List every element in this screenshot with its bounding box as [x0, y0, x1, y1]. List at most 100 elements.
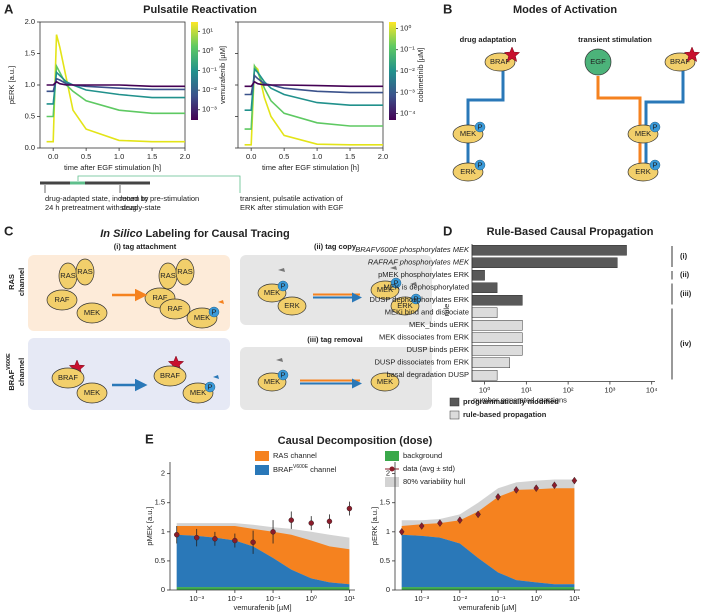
data-point: [495, 493, 501, 501]
data-point: [533, 484, 539, 493]
tag: [390, 266, 397, 270]
rule-label: MEKi bind and dissociate: [385, 308, 469, 317]
x-tick-label: 10⁻²: [452, 594, 467, 603]
legend-label: 80% variability hull: [403, 477, 465, 486]
protein-label: RAF: [168, 304, 183, 313]
legend-sup: V600E: [293, 464, 309, 470]
title-italic: In Silico: [100, 228, 142, 240]
rule-label: DUSP dephosphorylates ERK: [370, 295, 470, 304]
x-tick-label: 10³: [604, 385, 615, 394]
x-tick-label: 10⁻¹: [266, 594, 281, 603]
x-tick-label: 1.5: [345, 152, 355, 161]
legend-label: RAS channel: [273, 451, 317, 460]
x-tick-label: 10⁴: [646, 385, 658, 394]
protein-node: [484, 52, 516, 72]
step-title: (i) tag attachment: [114, 242, 177, 251]
phospho-badge: [410, 293, 422, 305]
group-label: (iii): [680, 289, 692, 298]
x-tick-label: 0.5: [81, 152, 91, 161]
colorbar-tick-label: 10⁻¹: [202, 66, 217, 75]
x-tick-label: 10⁻³: [414, 594, 429, 603]
legend-swatch: [385, 451, 399, 461]
braf-star: [503, 46, 521, 63]
protein-label: BRAF: [160, 371, 180, 380]
x-tick-label: 10⁰: [306, 594, 317, 603]
protein-label: MEK: [377, 285, 393, 294]
x-axis-label: vemurafenib [µM]: [458, 603, 516, 612]
y-tick-label: 2: [386, 469, 390, 478]
axis: [471, 244, 655, 382]
x-tick-label: 2.0: [180, 152, 190, 161]
legend-label: rule-based propagation: [463, 410, 547, 419]
colorbar-tick-label: 10⁻¹: [400, 45, 415, 54]
bar: [471, 307, 498, 318]
protein-node: [277, 296, 307, 316]
y-tick-label: 1: [161, 527, 165, 536]
phospho-badge: [474, 121, 486, 133]
phospho-label: P: [477, 122, 482, 131]
step-title: (ii) tag copy: [314, 242, 357, 251]
phospho-label: P: [280, 370, 285, 379]
x-axis-label: time after EGF stimulation [h]: [262, 163, 359, 172]
protein-label: MEK: [194, 313, 210, 322]
protein-label: MEK: [190, 388, 206, 397]
panel-label: B: [443, 1, 452, 16]
protein-node: [75, 258, 95, 286]
legend-label: programmatically modified: [463, 397, 559, 406]
legend-name: background: [403, 451, 442, 460]
data-point: [212, 536, 218, 542]
phospho-badge: [277, 369, 289, 381]
x-tick-label: 10¹: [344, 594, 355, 603]
braf-star: [683, 46, 701, 63]
protein-label: ERK: [284, 301, 299, 310]
data-point: [418, 522, 425, 530]
timeline-connector: [77, 175, 241, 193]
colorbar-tick-label: 10⁻³: [202, 105, 217, 114]
y-tick-label: 0: [386, 585, 390, 594]
phospho-badge: [204, 381, 216, 393]
data-point: [193, 534, 200, 541]
phospho-badge: [649, 121, 661, 133]
protein-node: [159, 298, 191, 320]
channel-label: channel: [17, 358, 26, 386]
panel-label: D: [443, 223, 452, 238]
response-line: [46, 80, 185, 88]
signal-path: [596, 76, 642, 168]
colorbar-tick-label: 10⁻⁴: [400, 109, 416, 118]
data-point: [457, 516, 463, 525]
protein-label: BRAF: [58, 373, 78, 382]
signal-path: [644, 66, 685, 168]
removal-box: [240, 347, 432, 410]
y-axis-label: pMEK [a.u.]: [145, 506, 154, 545]
colorbar-tick-label: 10¹: [202, 26, 213, 35]
colorbar-label: vemurafenib [µM]: [218, 46, 227, 104]
panel-title: Rule-Based Causal Propagation: [487, 226, 654, 238]
colorbar-label: cobimetinib [µM]: [416, 48, 425, 103]
y-tick-label: 0.5: [25, 111, 35, 120]
protein-node: [76, 302, 108, 324]
y-tick-label: 2: [161, 469, 165, 478]
x-tick-label: 10⁻³: [189, 594, 204, 603]
protein-node: [664, 52, 696, 72]
legend-swatch: [255, 465, 269, 475]
bar: [471, 332, 523, 343]
rule-label: MEK is dephosphorylated: [384, 283, 469, 292]
timeline-connector: [44, 185, 121, 193]
x-tick-label: 1.0: [312, 152, 322, 161]
protein-label: MEK: [377, 377, 393, 386]
legend-label: data (avg ± std): [403, 464, 456, 473]
group-label: (iv): [680, 339, 692, 348]
legend-swatch: [385, 477, 399, 487]
channel-label: BRAFV600E: [6, 353, 16, 391]
title-text: Labeling for Causal Tracing: [142, 228, 289, 240]
x-tick-label: 0.0: [48, 152, 58, 161]
protein-label: RAS: [177, 267, 192, 276]
ras-area: [176, 526, 350, 585]
tag: [410, 282, 417, 286]
y-tick-label: 1.5: [380, 498, 390, 507]
rule-label: DUSP binds pERK: [407, 345, 469, 354]
protein-label: BRAF: [670, 57, 690, 66]
step-title: (iii) tag removal: [307, 335, 362, 344]
phospho-badge: [208, 306, 220, 318]
